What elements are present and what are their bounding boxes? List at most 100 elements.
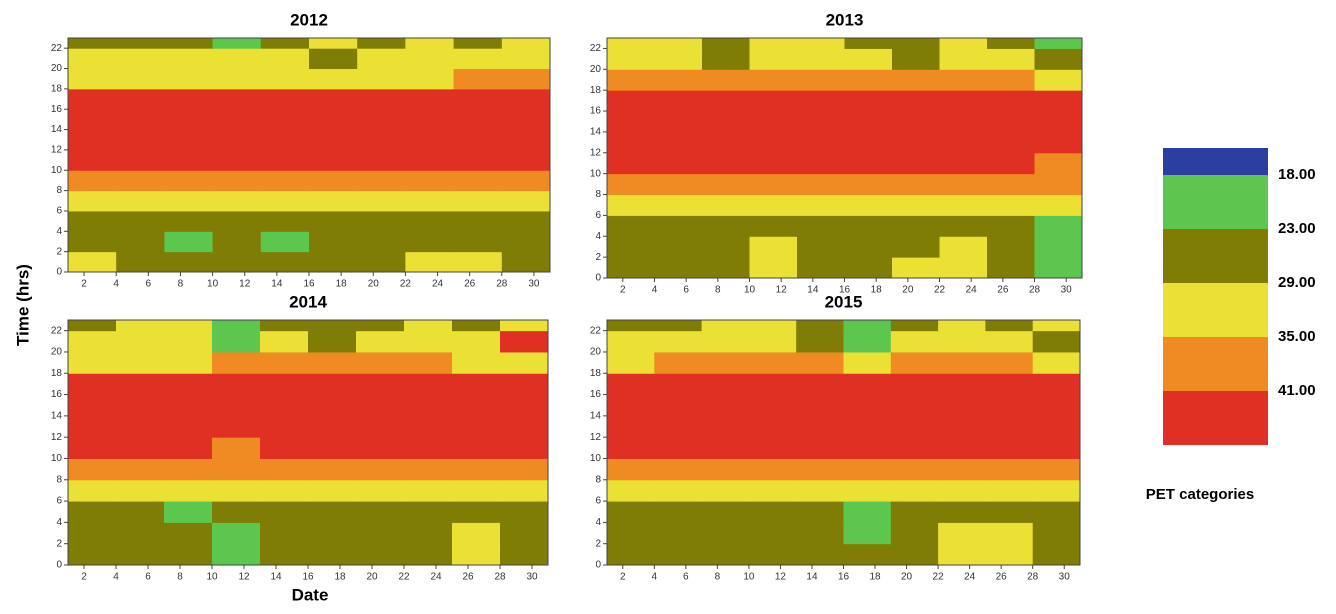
y-tick-label: 6 [595, 496, 601, 507]
heat-cell [654, 111, 703, 133]
x-tick-label: 28 [494, 572, 506, 583]
heat-cell [701, 320, 750, 332]
heat-cell [212, 437, 261, 459]
y-tick-label: 12 [590, 147, 602, 158]
heat-cell [654, 330, 703, 353]
heat-cell [890, 394, 939, 417]
heat-cell [702, 236, 750, 258]
heat-cell [260, 522, 309, 545]
heat-cell [68, 320, 117, 332]
heat-cell [405, 38, 455, 49]
heat-cell [501, 190, 551, 212]
heat-cell [938, 415, 986, 438]
heat-cell [702, 48, 750, 70]
y-tick-label: 8 [595, 189, 601, 200]
heat-cell [212, 543, 261, 566]
heat-cell [892, 194, 940, 216]
heat-cell [1034, 152, 1083, 175]
legend-label: 23.00 [1278, 220, 1316, 237]
x-tick-label: 20 [902, 285, 914, 296]
heat-cell [797, 152, 845, 175]
heat-cell [309, 48, 358, 70]
heat-cell [453, 190, 503, 212]
x-tick-label: 4 [652, 572, 658, 583]
heat-cell [892, 236, 940, 258]
heat-cell [749, 215, 798, 237]
heat-cell [164, 48, 214, 70]
heat-cell [843, 479, 892, 502]
heat-cell [164, 320, 213, 332]
heat-cell [260, 48, 310, 70]
heat-cell [607, 415, 655, 438]
y-tick-label: 20 [51, 63, 63, 74]
heat-cell [164, 149, 214, 171]
y-tick-label: 4 [595, 231, 601, 242]
heat-cell [453, 149, 503, 171]
y-tick-label: 20 [51, 347, 63, 358]
heat-cell [116, 251, 165, 273]
heat-cell [844, 38, 893, 49]
x-tick-label: 14 [807, 285, 819, 296]
heat-cell [701, 501, 750, 523]
heat-cell [453, 109, 503, 131]
heat-cell [702, 257, 750, 279]
heat-cell [796, 415, 844, 438]
heat-cell [501, 251, 551, 273]
y-tick-label: 2 [595, 252, 601, 263]
heat-cell [356, 394, 405, 417]
heat-cell [797, 173, 845, 196]
heat-cell [844, 131, 893, 154]
heat-cell [500, 501, 549, 523]
heat-cell [844, 173, 893, 196]
heat-cell [404, 320, 453, 332]
x-tick-label: 4 [113, 572, 119, 583]
heat-cell [356, 351, 405, 374]
x-tick-label: 24 [964, 572, 976, 583]
x-tick-label: 22 [400, 279, 412, 290]
x-tick-label: 4 [113, 279, 119, 290]
heat-cell [985, 320, 1034, 332]
heat-cell [164, 415, 213, 438]
heat-cell [748, 501, 797, 523]
heat-cell [654, 501, 703, 523]
y-tick-label: 4 [595, 517, 601, 528]
heat-cell [452, 501, 501, 523]
heat-cell [1034, 131, 1083, 154]
heat-cell [654, 215, 703, 237]
heat-cell [1032, 351, 1081, 374]
heat-cell [356, 458, 405, 481]
heat-cell [1032, 373, 1081, 396]
heat-cell [938, 394, 986, 417]
legend-label: 29.00 [1278, 274, 1316, 291]
heat-cell [404, 522, 453, 545]
heat-cell [844, 236, 893, 258]
heat-cell [844, 215, 893, 237]
heat-cell [453, 68, 503, 90]
y-tick-label: 22 [51, 43, 63, 54]
heat-cell [500, 437, 549, 459]
heat-cell [357, 129, 406, 151]
y-tick-label: 8 [56, 185, 62, 196]
heat-cell [116, 88, 165, 110]
heat-cell [308, 330, 357, 353]
heat-cell [308, 320, 357, 332]
heat-cell [501, 231, 551, 253]
heat-cell [654, 522, 703, 545]
heat-cell [797, 215, 845, 237]
heat-cell [404, 330, 453, 353]
heat-cell [654, 543, 703, 566]
heat-cell [939, 48, 988, 70]
heat-cell [702, 131, 750, 154]
heat-cell [260, 320, 309, 332]
heat-cell [501, 170, 551, 192]
heat-cell [308, 394, 357, 417]
heat-cell [116, 437, 165, 459]
heat-cell [404, 415, 453, 438]
legend-title: PET categories [1146, 486, 1254, 503]
x-tick-label: 6 [145, 572, 151, 583]
heat-cell [453, 231, 503, 253]
heat-cell [939, 173, 988, 196]
heat-cell [260, 210, 310, 232]
heat-cell [68, 330, 117, 353]
heat-cell [654, 194, 703, 216]
